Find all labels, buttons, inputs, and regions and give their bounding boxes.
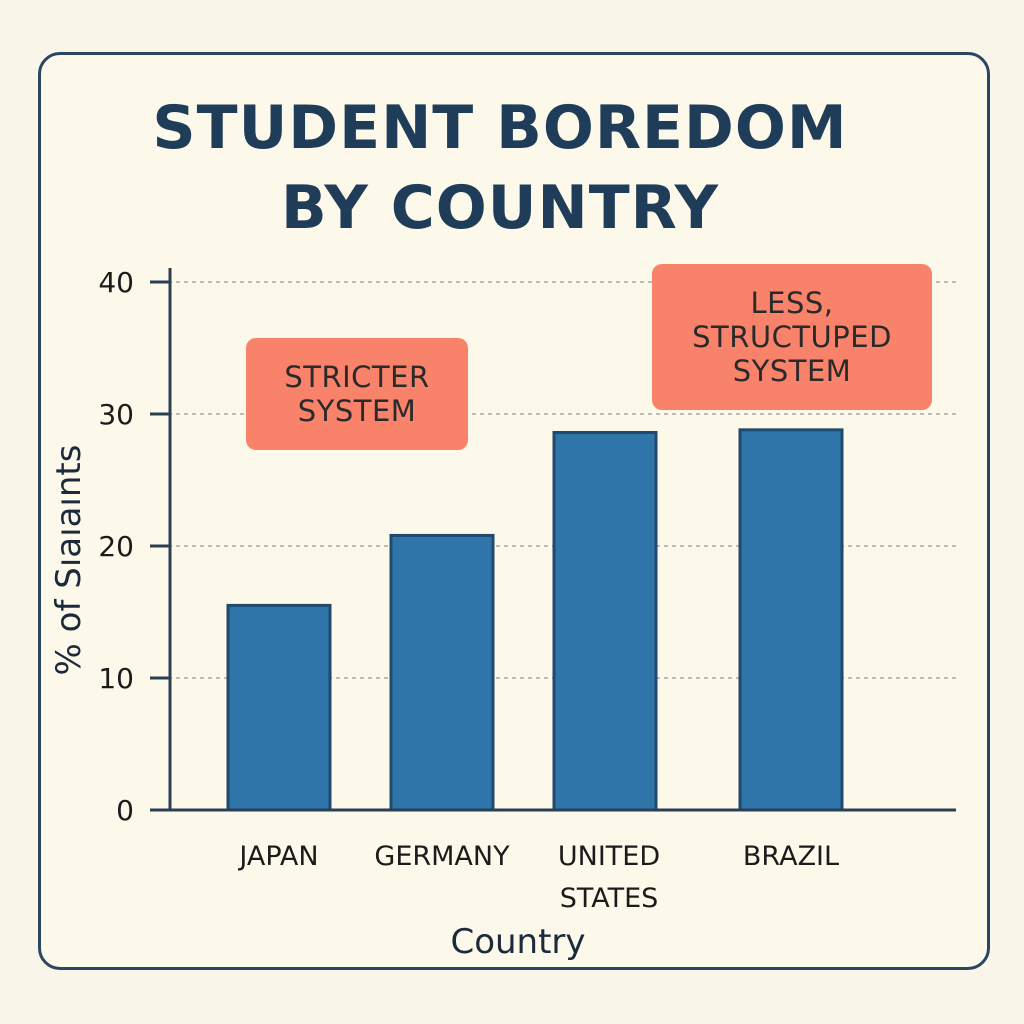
callout-stricter-system: STRICTER SYSTEM [246, 338, 468, 450]
y-axis-title: % of Sıaıaınts [49, 445, 89, 676]
y-tick-label: 40 [98, 266, 134, 299]
callout-less-structured-system-text: LESS, STRUCTUPED SYSTEM [692, 286, 892, 388]
x-tick-label: GERMANY [374, 841, 510, 872]
y-tick-label: 0 [116, 794, 134, 827]
y-tick-label: 30 [98, 398, 134, 431]
y-tick-label: 10 [98, 662, 134, 695]
axes [150, 268, 956, 812]
x-axis-title: Country [450, 922, 585, 962]
bar-germany [389, 533, 495, 812]
bar-brazil [738, 428, 844, 812]
bars [226, 428, 844, 812]
y-tick-labels: 0 10 20 30 40 [98, 266, 170, 827]
x-tick-label: BRAZIL [743, 841, 839, 872]
y-tick-label: 20 [98, 530, 134, 563]
x-tick-labels: JAPAN GERMANY UNITED STATES BRAZIL [237, 841, 839, 914]
bar-united-states [552, 430, 658, 812]
chart-title: STUDENT BOREDOM BY COUNTRY [152, 93, 848, 243]
x-tick-label: UNITED [558, 841, 660, 872]
x-tick-label: JAPAN [237, 841, 318, 872]
callout-stricter-system-text: STRICTER SYSTEM [284, 360, 430, 428]
callout-less-structured-system: LESS, STRUCTUPED SYSTEM [652, 264, 932, 410]
x-tick-label: STATES [560, 883, 659, 914]
bar-japan [226, 603, 332, 812]
